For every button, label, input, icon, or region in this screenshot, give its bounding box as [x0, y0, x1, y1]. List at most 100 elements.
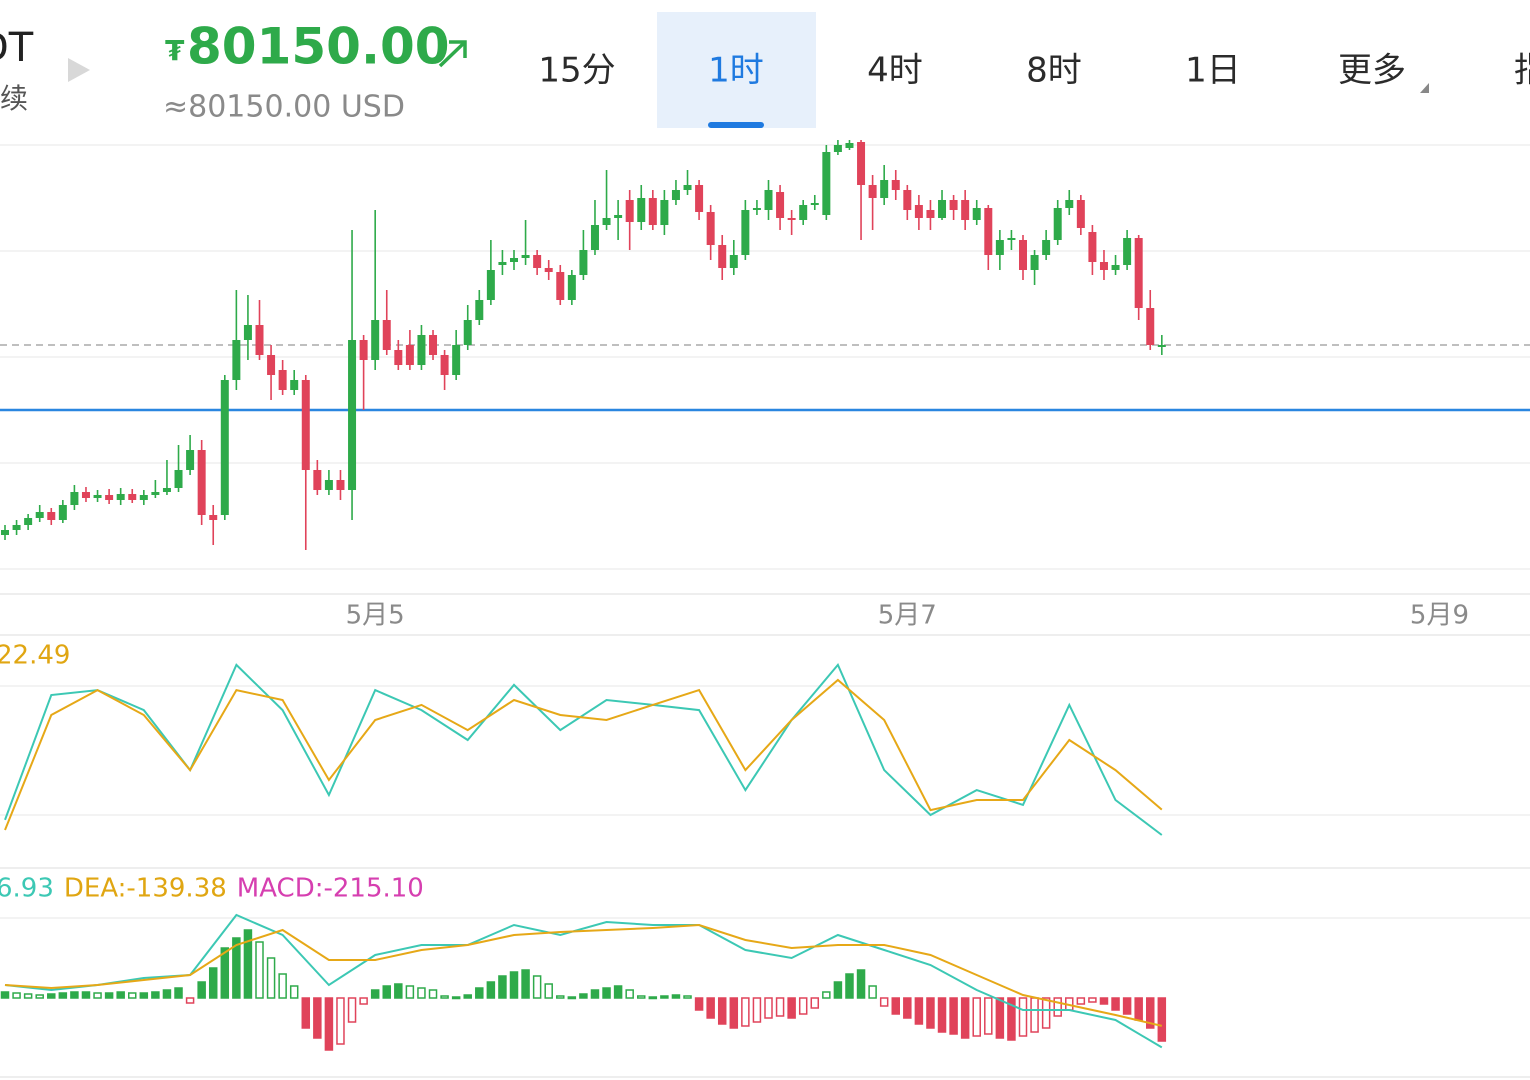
- candle-body: [718, 245, 727, 268]
- candle-body: [35, 512, 44, 518]
- candle-body: [938, 200, 947, 218]
- timeframe-tab[interactable]: 8时: [1026, 51, 1082, 91]
- candle-body: [348, 340, 357, 490]
- candle-body: [741, 210, 750, 255]
- candle-body: [174, 470, 183, 488]
- price-usd: ≈80150.00 USD: [163, 90, 405, 125]
- macd-bar: [764, 997, 773, 1019]
- indicator-line: [4, 913, 1163, 1049]
- timeframe-tab[interactable]: 指: [1514, 51, 1530, 91]
- macd-bar: [278, 973, 287, 999]
- candle-body: [903, 190, 912, 210]
- macd-bar: [324, 997, 334, 1051]
- macd-bar: [1134, 997, 1143, 1021]
- candle-body: [1088, 232, 1097, 262]
- macd-bar: [162, 989, 172, 999]
- macd-bar: [717, 997, 727, 1025]
- candle-body: [891, 180, 900, 190]
- x-tick-label: 5月7: [878, 601, 937, 631]
- macd-bar: [775, 997, 785, 1017]
- macd-bar: [1018, 997, 1028, 1037]
- macd-bar: [1111, 997, 1120, 1011]
- macd-bar: [498, 975, 507, 999]
- candle-body: [961, 200, 970, 220]
- candle-body: [1042, 240, 1051, 255]
- macd-bar: [868, 985, 877, 999]
- macd-bar: [486, 981, 496, 999]
- indicator-label: 22.49: [0, 641, 70, 671]
- indicator-line: [4, 663, 1163, 836]
- macd-bar: [35, 994, 44, 999]
- macd-bar: [370, 989, 380, 999]
- timeframe-tab[interactable]: 1时: [708, 51, 764, 91]
- candle-body: [1, 530, 9, 535]
- candle-body: [1157, 345, 1166, 347]
- indicator-line: [4, 923, 1163, 1027]
- macd-bar: [12, 992, 21, 999]
- timeframe-tab[interactable]: 1日: [1185, 51, 1241, 91]
- macd-bar: [648, 996, 658, 1000]
- macd-bar: [394, 983, 403, 999]
- macd-bar: [903, 997, 912, 1019]
- timeframe-tab[interactable]: 4时: [867, 51, 923, 91]
- macd-bar: [521, 969, 530, 999]
- macd-bar: [347, 997, 357, 1023]
- candle-body: [590, 225, 599, 250]
- candle-body: [1099, 262, 1108, 270]
- candle-body: [105, 495, 114, 500]
- candle-body: [648, 198, 657, 225]
- macd-bar: [243, 929, 253, 999]
- candle-body: [359, 340, 368, 360]
- candle-body: [1111, 265, 1120, 270]
- more-triangle: [1420, 83, 1429, 93]
- candle-body: [81, 492, 90, 498]
- macd-bar: [81, 991, 91, 999]
- timeframe-tab[interactable]: 更多: [1338, 51, 1406, 91]
- candle-body: [880, 180, 889, 198]
- candle-body: [1030, 255, 1039, 270]
- symbol[interactable]: DT: [0, 25, 34, 71]
- candle-body: [324, 480, 333, 490]
- candle-body: [440, 355, 449, 375]
- candle-body: [1076, 200, 1085, 228]
- candle-body: [12, 525, 21, 530]
- macd-bar: [336, 997, 345, 1045]
- macd-bar: [660, 995, 669, 999]
- macd-bar: [602, 987, 611, 999]
- candle-body: [336, 480, 345, 490]
- macd-bar: [856, 969, 866, 999]
- candle-body: [567, 275, 576, 300]
- candle-body: [197, 450, 206, 515]
- macd-bar: [0, 991, 10, 999]
- macd-bar: [891, 997, 900, 1015]
- macd-bar: [232, 937, 241, 999]
- macd-bar: [440, 995, 449, 999]
- candle-body: [833, 145, 842, 152]
- macd-bar: [463, 994, 472, 999]
- candle-body: [660, 200, 669, 225]
- switch-arrow[interactable]: [68, 58, 90, 82]
- candle-body: [776, 192, 785, 218]
- candle-body: [799, 205, 808, 220]
- macd-bar: [1157, 997, 1167, 1042]
- candle-body: [24, 518, 33, 525]
- candle-body: [486, 270, 495, 300]
- macd-bar: [706, 997, 715, 1019]
- macd-bar: [532, 975, 542, 999]
- candle-body: [405, 345, 414, 365]
- candle-body: [139, 495, 148, 500]
- candle-body: [556, 272, 565, 300]
- macd-bar: [475, 987, 484, 999]
- candle-body: [579, 250, 588, 275]
- candle-body: [1053, 208, 1062, 240]
- macd-bar: [451, 996, 461, 1000]
- candle-body: [706, 212, 715, 245]
- macd-bar: [151, 991, 160, 999]
- candle-body: [417, 335, 426, 365]
- macd-bar: [833, 981, 843, 999]
- macd-bar: [567, 996, 577, 1000]
- macd-bar: [972, 997, 981, 1037]
- timeframe-tab[interactable]: 15分: [538, 51, 615, 91]
- macd-bar: [208, 967, 218, 999]
- up-arrow: [438, 40, 467, 68]
